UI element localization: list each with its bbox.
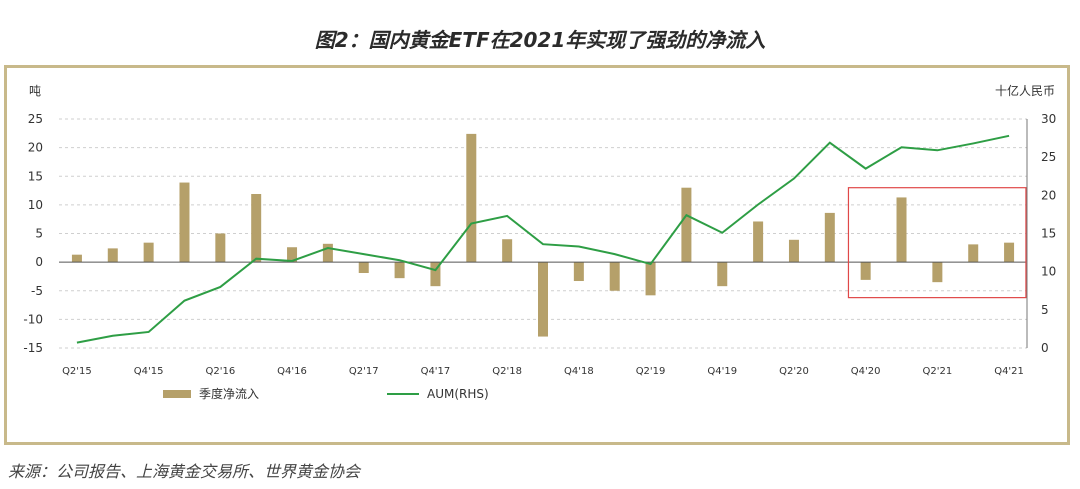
bar-Q4'15: [143, 242, 154, 263]
bar-Q2'15: [71, 254, 82, 263]
grid-lines: [59, 118, 1027, 349]
chart-svg: -15 -10 -5 0 5 10 15 20 25 0 5 10 15 20 25 30 Q2'15 Q4'…: [23, 83, 1056, 401]
x-tick-label: Q2'15: [62, 366, 92, 377]
bar-Q4'19: [717, 262, 728, 287]
bar-Q1'21: [896, 197, 907, 263]
x-tick-label: Q4'18: [564, 366, 594, 377]
bar-Q1'17: [322, 243, 333, 263]
right-tick-label: 30: [1041, 112, 1056, 126]
highlight-box: [847, 187, 1027, 299]
bar-Q4'17: [430, 262, 441, 287]
right-axis-ticks: 0 5 10 15 20 25 30: [1041, 112, 1056, 355]
bar-Q4'18: [573, 262, 584, 282]
x-tick-label: Q4'20: [851, 366, 881, 377]
x-tick-label: Q4'15: [134, 366, 164, 377]
bar-series: [71, 133, 1015, 337]
left-tick-label: 5: [35, 227, 43, 241]
bar-Q3'18: [538, 262, 548, 337]
right-tick-label: 5: [1041, 303, 1049, 317]
left-tick-label: 10: [28, 198, 43, 212]
bar-Q3'19: [681, 187, 692, 263]
bar-Q3'20: [824, 212, 835, 263]
x-tick-label: Q2'21: [923, 366, 953, 377]
bar-Q2'19: [645, 262, 656, 296]
bar-Q2'16: [215, 233, 226, 263]
bar-Q3'16: [251, 193, 262, 263]
left-tick-label: -10: [23, 312, 43, 326]
left-tick-label: 25: [28, 112, 43, 126]
bar-Q3'17: [394, 262, 405, 279]
bar-Q1'19: [609, 262, 620, 291]
x-tick-label: Q4'17: [421, 366, 451, 377]
x-tick-label: Q2'20: [779, 366, 809, 377]
bar-Q2'21: [932, 262, 943, 283]
bar-Q1'16: [179, 182, 190, 263]
right-tick-label: 15: [1041, 227, 1056, 241]
aum-line: [76, 134, 1010, 344]
right-tick-label: 0: [1041, 341, 1049, 355]
chart-title: 图2：国内黄金ETF在2021年实现了强劲的净流入: [314, 28, 766, 52]
right-tick-label: 25: [1041, 150, 1056, 164]
source-note: 来源：公司报告、上海黄金交易所、世界黄金协会: [8, 462, 361, 481]
bar-Q3'15: [107, 248, 118, 263]
x-tick-label: Q2'16: [205, 366, 235, 377]
bar-Q1'20: [753, 221, 764, 263]
x-tick-label: Q4'21: [994, 366, 1024, 377]
x-tick-label: Q2'19: [636, 366, 666, 377]
x-tick-label: Q2'18: [492, 366, 522, 377]
legend-bar-swatch: [163, 390, 191, 398]
left-tick-label: -15: [23, 341, 43, 355]
left-tick-label: 15: [28, 169, 43, 183]
legend-bar-label: 季度净流入: [199, 386, 259, 401]
bar-Q2'17: [358, 262, 369, 274]
right-tick-label: 10: [1041, 265, 1056, 279]
legend-line-label: AUM(RHS): [427, 387, 489, 401]
bar-Q1'18: [466, 133, 477, 263]
left-axis-unit: 吨: [29, 84, 41, 98]
right-tick-label: 20: [1041, 188, 1056, 202]
bar-Q2'20: [788, 239, 799, 263]
chart-frame: -15 -10 -5 0 5 10 15 20 25 0 5 10 15 20 25 30 Q2'15 Q4'…: [4, 65, 1070, 445]
left-tick-label: -5: [31, 284, 43, 298]
left-tick-label: 20: [28, 141, 43, 155]
bar-Q2'18: [502, 239, 513, 263]
left-tick-label: 0: [35, 255, 43, 269]
legend: 季度净流入 AUM(RHS): [163, 386, 489, 401]
bar-Q3'21: [968, 244, 979, 263]
bar-Q4'20: [860, 262, 871, 280]
bar-Q4'16: [287, 247, 298, 263]
bar-Q4'21: [1004, 242, 1015, 263]
x-tick-label: Q4'19: [707, 366, 737, 377]
x-tick-label: Q2'17: [349, 366, 379, 377]
x-tick-label: Q4'16: [277, 366, 307, 377]
left-axis-ticks: -15 -10 -5 0 5 10 15 20 25: [23, 112, 43, 355]
x-axis-ticks: Q2'15 Q4'15 Q2'16 Q4'16 Q2'17 Q4'17 Q2'18 Q4'18…: [62, 366, 1024, 377]
right-axis-unit: 十亿人民币: [995, 83, 1055, 98]
